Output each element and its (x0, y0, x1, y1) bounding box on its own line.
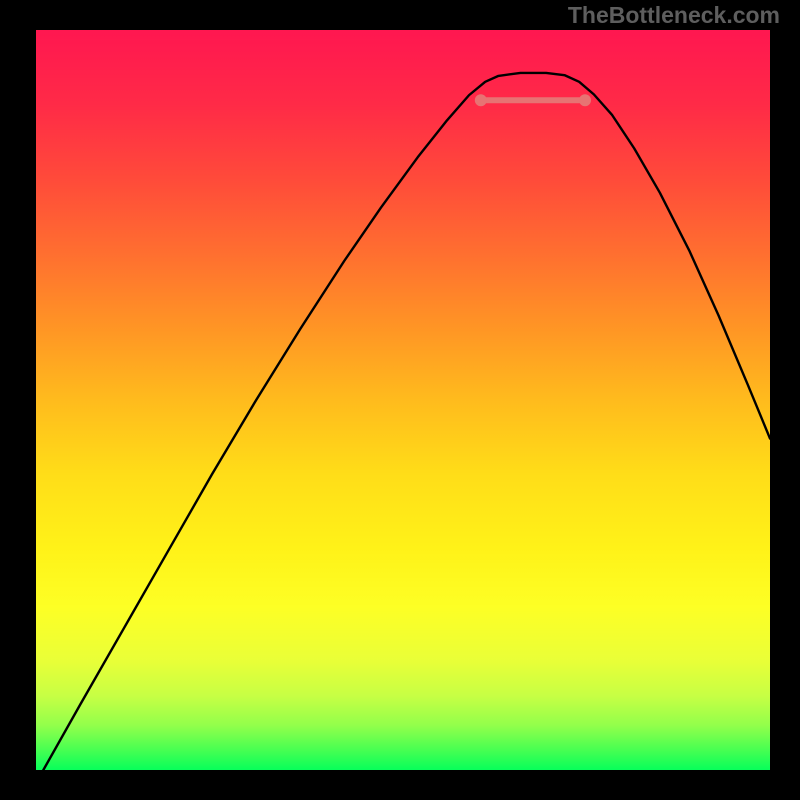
optimal-range-right-dot (579, 94, 591, 106)
optimal-range-left-dot (475, 94, 487, 106)
attribution-text: TheBottleneck.com (568, 2, 780, 29)
bottleneck-curve-line (43, 73, 770, 770)
bottleneck-curve (36, 30, 770, 770)
plot-area (36, 30, 770, 770)
